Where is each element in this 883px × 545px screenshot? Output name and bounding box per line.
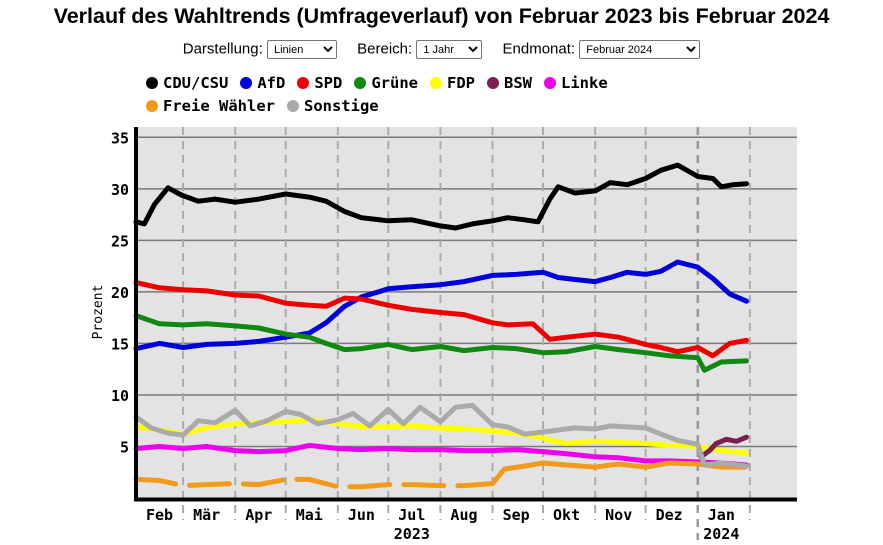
page-title: Verlauf des Wahltrends (Umfrageverlauf) … xyxy=(53,4,830,28)
y-tick-label: 5 xyxy=(120,438,129,456)
series-line-freie-waehler-dashed xyxy=(133,476,496,490)
series-line-afd xyxy=(133,259,749,352)
series-line-cdu-csu xyxy=(133,162,749,231)
legend-label: Linke xyxy=(561,74,608,92)
legend-label: Sonstige xyxy=(303,97,379,115)
legend-dot-icon xyxy=(487,77,499,89)
x-tick-label: Aug xyxy=(450,506,477,524)
legend-item-bsw: BSW xyxy=(487,72,532,95)
x-year-label: 2024 xyxy=(703,525,739,543)
x-tick-label: Jun xyxy=(348,506,375,524)
series-line-linke xyxy=(133,442,749,468)
bereich-label: Bereich: xyxy=(357,40,413,58)
series-line-bsw xyxy=(698,434,749,460)
x-tick-label: Jul xyxy=(398,506,425,524)
series-line-fdp xyxy=(133,417,749,456)
legend-dot-icon xyxy=(146,100,158,112)
x-tick-label: Apr xyxy=(245,506,272,524)
y-tick-label: 25 xyxy=(111,232,129,250)
x-tick-label: Jan xyxy=(708,506,735,524)
legend-item-fdp: FDP xyxy=(430,72,475,95)
legend-item-cdu-csu: CDU/CSU xyxy=(146,72,228,95)
y-tick-label: 30 xyxy=(111,181,129,199)
legend: CDU/CSU AfD SPD Grüne FDP BSW Linke Freie Wähle… xyxy=(146,72,826,118)
darstellung-select[interactable]: Linien xyxy=(266,40,337,59)
series-line-gruene xyxy=(133,313,749,373)
series-line-spd xyxy=(133,280,749,359)
darstellung-group: Darstellung: Linien xyxy=(183,40,337,59)
y-tick-label: 10 xyxy=(111,387,129,405)
x-tick-label: Feb xyxy=(146,506,173,524)
legend-label: BSW xyxy=(504,74,532,92)
legend-label: Freie Wähler xyxy=(163,97,275,115)
y-axis-label: Prozent xyxy=(91,285,106,340)
x-tick-label: Mai xyxy=(296,506,323,524)
legend-dot-icon xyxy=(146,77,158,89)
x-tick-label: Sep xyxy=(503,506,530,524)
bereich-select[interactable]: 1 Jahr xyxy=(416,40,483,59)
legend-label: CDU/CSU xyxy=(163,74,229,92)
legend-dot-icon xyxy=(430,77,442,89)
legend-item-sonstige: Sonstige xyxy=(286,95,379,118)
legend-item-spd: SPD xyxy=(297,72,342,95)
x-tick-label: Nov xyxy=(605,506,632,524)
y-tick-label: 20 xyxy=(111,284,129,302)
y-tick-label: 15 xyxy=(111,335,129,353)
legend-label: SPD xyxy=(314,74,343,92)
legend-item-afd: AfD xyxy=(240,72,285,95)
x-tick-label: Dez xyxy=(656,506,683,524)
legend-dot-icon xyxy=(286,100,299,112)
legend-label: AfD xyxy=(257,74,286,92)
endmonat-select[interactable]: Februar 2024 xyxy=(579,40,701,59)
legend-dot-icon xyxy=(297,77,310,89)
controls-bar: Darstellung: Linien Bereich: 1 Jahr Endm… xyxy=(0,40,883,59)
x-tick-label: Okt xyxy=(553,506,580,524)
bereich-group: Bereich: 1 Jahr xyxy=(357,40,483,59)
legend-dot-icon xyxy=(354,77,367,89)
legend-label: FDP xyxy=(447,74,475,92)
endmonat-label: Endmonat: xyxy=(502,40,576,58)
endmonat-group: Endmonat: Februar 2024 xyxy=(503,40,701,59)
x-tick-label: Mär xyxy=(193,506,220,524)
legend-label: Grüne xyxy=(371,74,418,92)
darstellung-label: Darstellung: xyxy=(182,40,263,58)
x-year-label: 2023 xyxy=(394,525,430,543)
legend-item-freie-waehler: Freie Wähler xyxy=(146,95,275,118)
legend-item-linke: Linke xyxy=(544,72,608,95)
y-tick-label: 35 xyxy=(111,129,129,147)
legend-dot-icon xyxy=(544,77,556,89)
legend-dot-icon xyxy=(240,77,253,89)
legend-item-gruene: Grüne xyxy=(354,72,418,95)
series-line-sonstige xyxy=(133,402,749,469)
